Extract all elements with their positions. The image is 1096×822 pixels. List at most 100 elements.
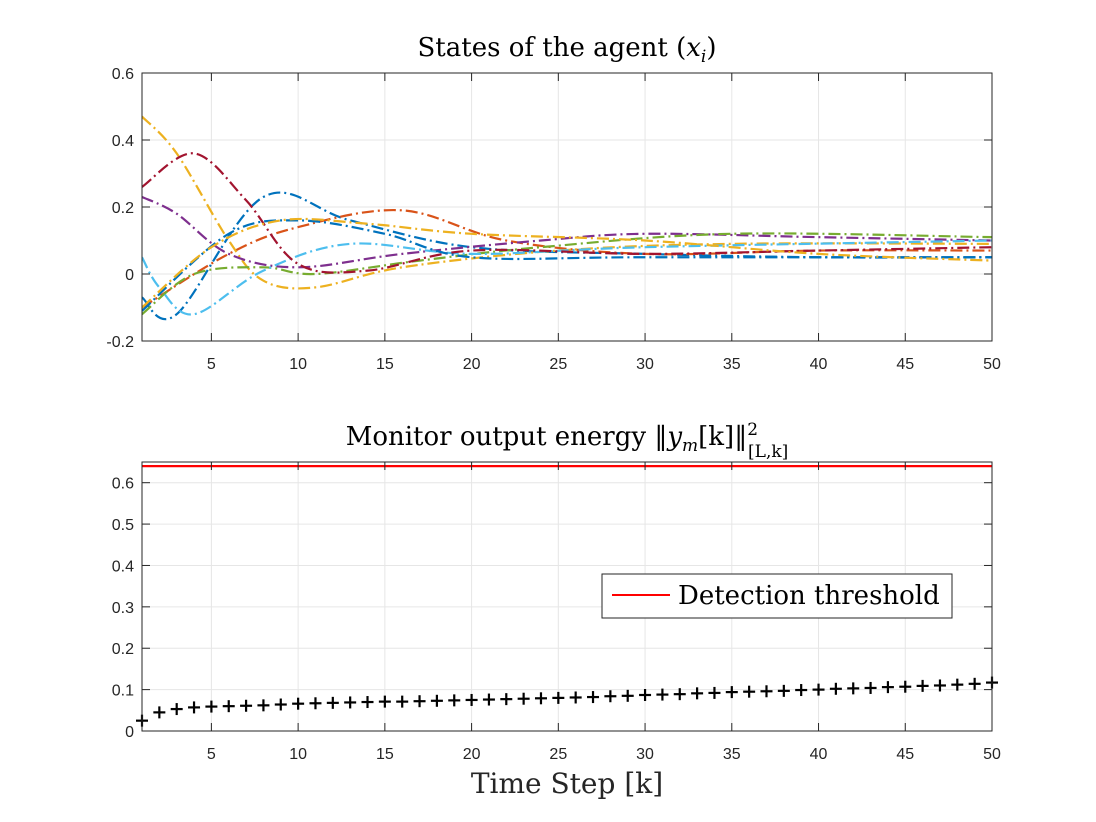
energy-marker <box>257 699 270 712</box>
states-ytick-label: 0.6 <box>112 66 134 83</box>
energy-xtick-label: 5 <box>207 746 216 763</box>
states-xtick-label: 25 <box>549 356 567 373</box>
energy-marker <box>916 679 929 692</box>
energy-marker <box>708 686 721 699</box>
energy-marker <box>968 677 981 690</box>
energy-marker <box>725 686 738 699</box>
states-xtick-label: 5 <box>207 356 216 373</box>
states-ytick-label: 0.4 <box>112 133 134 150</box>
monitor-energy-chart: 5 10 15 20 25 30 35 40 45 50 00.10.20.30.40.50.6 … <box>112 420 1001 800</box>
energy-xtick-label: 10 <box>289 746 307 763</box>
monitor-energy-chart-title: Monitor output energy ‖ym[k]‖2 [L,k] <box>346 420 789 462</box>
state-series-x4 <box>142 195 992 269</box>
energy-marker <box>482 693 495 706</box>
legend: Detection threshold <box>601 573 953 619</box>
energy-ytick-label: 0.1 <box>112 683 134 700</box>
x-axis-label: Time Step [k] <box>471 767 663 800</box>
energy-marker <box>309 697 322 710</box>
energy-marker <box>881 681 894 694</box>
energy-ytick-label: 0.4 <box>112 558 134 575</box>
energy-ytick-label: 0.3 <box>112 600 134 617</box>
energy-marker <box>795 684 808 697</box>
energy-xtick-label: 25 <box>549 746 567 763</box>
energy-ytick-label: 0.6 <box>112 476 134 493</box>
energy-marker <box>396 695 409 708</box>
states-ytick-label: 0 <box>125 267 134 284</box>
states-chart-x-ticks: 5 10 15 20 25 30 35 40 45 50 <box>207 73 1001 373</box>
energy-marker <box>240 699 253 712</box>
states-xtick-label: 45 <box>896 356 914 373</box>
energy-marker <box>274 698 287 711</box>
states-xtick-label: 30 <box>636 356 654 373</box>
monitor-energy-chart-series <box>136 465 998 727</box>
state-series-x8 <box>142 219 992 312</box>
energy-marker <box>465 693 478 706</box>
energy-ytick-label: 0.5 <box>112 517 134 534</box>
state-series-x5 <box>142 232 992 316</box>
states-chart-y-ticks: -0.2 0 0.2 0.4 0.6 <box>106 66 992 351</box>
energy-ytick-label: 0 <box>125 724 134 741</box>
energy-marker <box>500 693 513 706</box>
energy-xtick-label: 30 <box>636 746 654 763</box>
energy-marker <box>188 701 201 714</box>
energy-marker <box>344 696 357 709</box>
energy-marker <box>951 678 964 691</box>
states-chart-series <box>142 115 992 321</box>
energy-xtick-label: 35 <box>723 746 741 763</box>
energy-marker <box>326 696 339 709</box>
states-chart-title: States of the agent (xi) <box>418 33 717 67</box>
energy-marker <box>378 695 391 708</box>
energy-marker <box>448 694 461 707</box>
energy-marker <box>153 706 166 719</box>
energy-marker <box>361 696 374 709</box>
monitor-energy-chart-x-ticks: 5 10 15 20 25 30 35 40 45 50 <box>207 462 1001 763</box>
energy-xtick-label: 45 <box>896 746 914 763</box>
state-series-x3 <box>142 115 992 290</box>
states-ytick-label: -0.2 <box>106 334 134 351</box>
energy-marker <box>933 679 946 692</box>
energy-marker <box>621 689 634 702</box>
states-xtick-label: 50 <box>983 356 1001 373</box>
state-series-x7 <box>142 152 992 274</box>
energy-ytick-label: 0.2 <box>112 641 134 658</box>
energy-marker <box>899 680 912 693</box>
energy-marker <box>604 690 617 703</box>
monitor-energy-chart-axes-box <box>141 461 993 732</box>
state-series-x9 <box>142 217 992 309</box>
energy-marker <box>222 700 235 713</box>
energy-marker <box>812 683 825 696</box>
energy-marker <box>639 688 652 701</box>
state-series-x2 <box>142 208 992 309</box>
energy-marker <box>569 691 582 704</box>
energy-marker <box>743 685 756 698</box>
energy-xtick-label: 15 <box>376 746 394 763</box>
states-xtick-label: 35 <box>723 356 741 373</box>
energy-marker <box>829 682 842 695</box>
energy-marker <box>170 703 183 716</box>
energy-xtick-label: 20 <box>463 746 481 763</box>
states-xtick-label: 10 <box>289 356 307 373</box>
energy-marker <box>587 691 600 704</box>
energy-marker <box>777 684 790 697</box>
energy-xtick-label: 40 <box>810 746 828 763</box>
states-xtick-label: 15 <box>376 356 394 373</box>
energy-marker <box>205 700 218 713</box>
energy-marker <box>673 688 686 701</box>
energy-marker <box>864 681 877 694</box>
energy-marker <box>292 697 305 710</box>
energy-marker <box>552 691 565 704</box>
energy-marker <box>760 685 773 698</box>
states-ytick-label: 0.2 <box>112 200 134 217</box>
energy-xtick-label: 50 <box>983 746 1001 763</box>
energy-marker <box>656 688 669 701</box>
energy-marker <box>413 695 426 708</box>
energy-marker <box>691 687 704 700</box>
energy-marker <box>517 692 530 705</box>
energy-marker <box>430 694 443 707</box>
states-xtick-label: 40 <box>810 356 828 373</box>
monitor-energy-chart-y-ticks: 0 0.1 0.2 0.3 0.4 0.5 0.6 <box>112 476 992 741</box>
energy-marker <box>847 682 860 695</box>
